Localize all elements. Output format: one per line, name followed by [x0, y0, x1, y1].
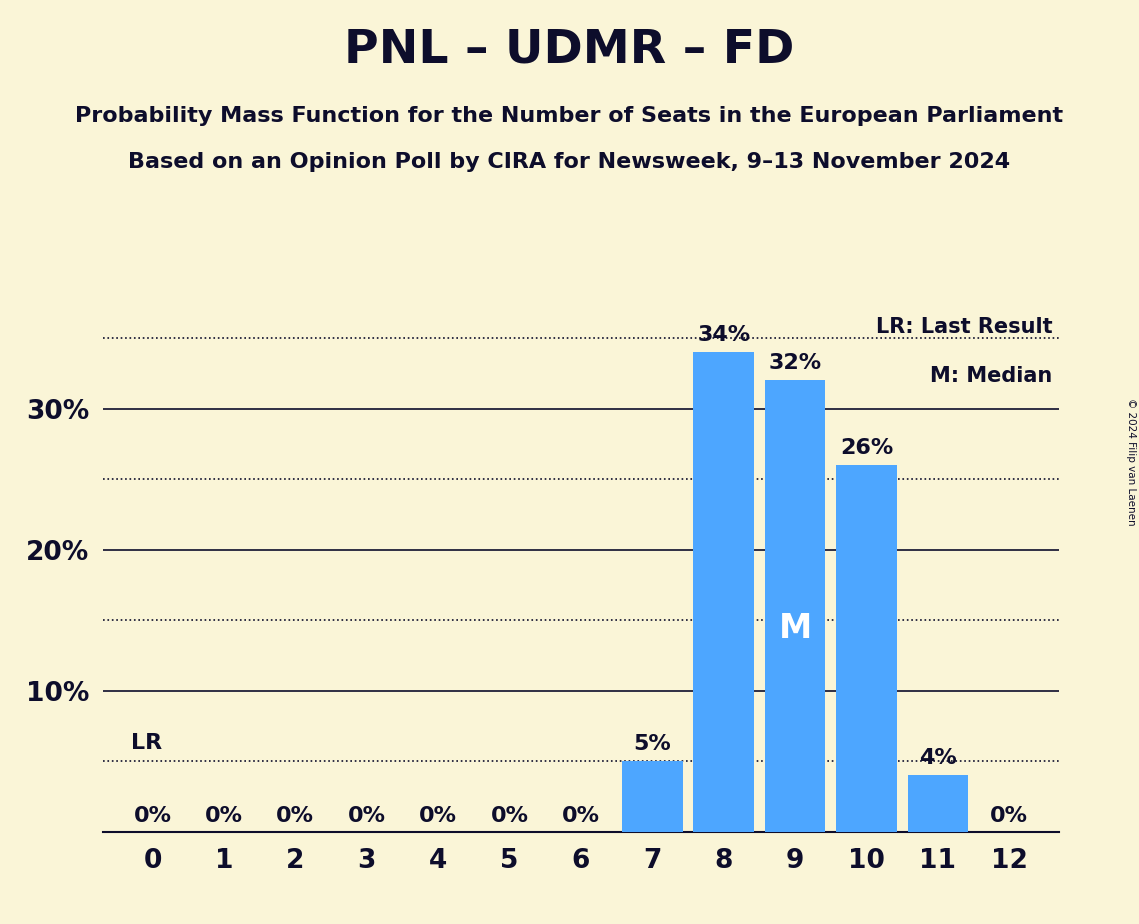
Text: 34%: 34%	[697, 325, 751, 345]
Text: 0%: 0%	[277, 806, 314, 826]
Text: 0%: 0%	[990, 806, 1029, 826]
Text: 0%: 0%	[347, 806, 386, 826]
Text: 0%: 0%	[205, 806, 243, 826]
Text: Based on an Opinion Poll by CIRA for Newsweek, 9–13 November 2024: Based on an Opinion Poll by CIRA for New…	[129, 152, 1010, 173]
Text: 26%: 26%	[839, 438, 893, 458]
Bar	[836, 465, 896, 832]
Text: M: M	[778, 612, 812, 645]
Text: 0%: 0%	[419, 806, 457, 826]
Text: 0%: 0%	[491, 806, 528, 826]
Text: PNL – UDMR – FD: PNL – UDMR – FD	[344, 28, 795, 73]
Text: 32%: 32%	[769, 353, 821, 373]
Bar	[622, 761, 682, 832]
Text: LR: Last Result: LR: Last Result	[876, 317, 1052, 337]
Text: 4%: 4%	[919, 748, 957, 768]
Bar	[764, 381, 826, 832]
Text: M: Median: M: Median	[929, 366, 1052, 386]
Text: 0%: 0%	[133, 806, 172, 826]
Bar	[694, 352, 754, 832]
Text: 5%: 5%	[633, 734, 671, 754]
Text: 0%: 0%	[562, 806, 600, 826]
Bar	[908, 775, 968, 832]
Text: © 2024 Filip van Laenen: © 2024 Filip van Laenen	[1126, 398, 1136, 526]
Text: Probability Mass Function for the Number of Seats in the European Parliament: Probability Mass Function for the Number…	[75, 106, 1064, 127]
Text: LR: LR	[131, 733, 162, 753]
